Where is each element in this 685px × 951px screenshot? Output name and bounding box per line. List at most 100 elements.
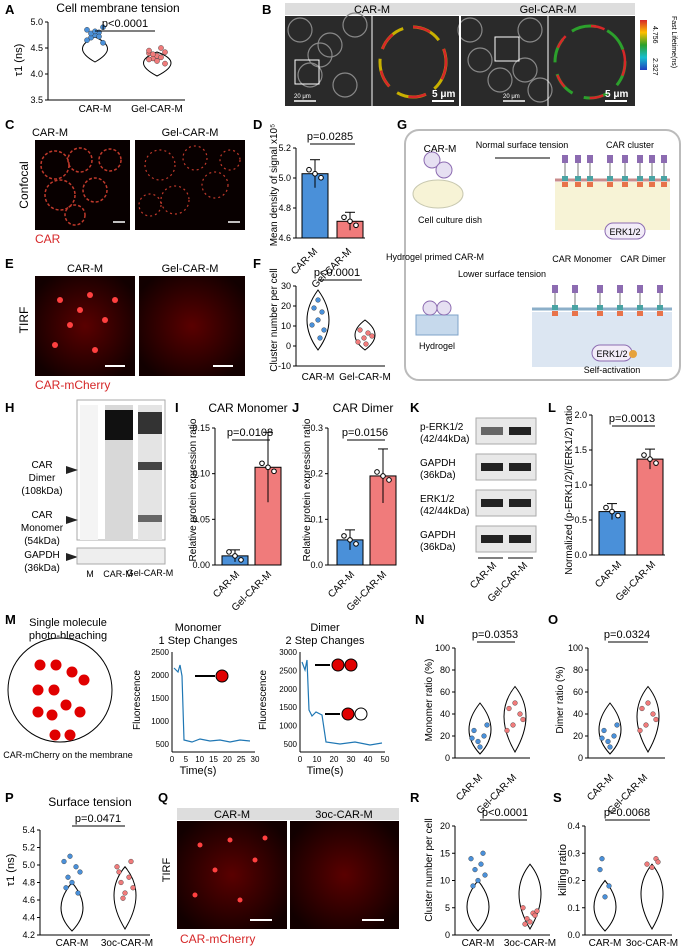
data-point xyxy=(306,166,312,173)
data-point xyxy=(647,456,653,462)
receptor-tail xyxy=(587,182,593,187)
panel-n-ylabel: Monomer ratio (%) xyxy=(424,659,435,742)
panel-letter-e: E xyxy=(5,256,14,271)
receptor-tm xyxy=(552,305,558,310)
molecule-dot xyxy=(32,684,44,696)
data-point xyxy=(468,856,474,862)
panel-l-axes: 2.0 1.5 1.0 0.5 0.0 xyxy=(574,410,665,560)
panel-e-label-2: Gel-CAR-M xyxy=(162,263,219,275)
panel-p-xlabel-1: CAR-M xyxy=(56,938,89,949)
panel-i-ylabel: Relative protein expression ratio xyxy=(188,418,199,561)
data-point xyxy=(317,335,323,341)
panel-m-dimer-title: Dimer xyxy=(310,622,340,634)
cell-outline xyxy=(317,32,343,58)
band xyxy=(481,463,503,471)
data-point xyxy=(644,861,650,867)
panel-b-zoom-box xyxy=(294,59,320,85)
panel-e-caption: CAR-mCherry xyxy=(35,378,110,392)
panel-letter-g: G xyxy=(397,117,407,132)
receptor-head xyxy=(607,155,613,163)
x-tick-label: 30 xyxy=(251,755,260,764)
receptor-head xyxy=(575,155,581,163)
panel-p-axes: 5.4 5.2 5.0 4.8 4.6 4.4 4.2 xyxy=(22,825,150,940)
receptor-tm xyxy=(587,176,593,181)
data-point xyxy=(606,883,612,889)
receptor-tm xyxy=(562,176,568,181)
data-point xyxy=(470,883,476,889)
y-tick-label: 1000 xyxy=(279,722,297,731)
panel-a-ylabel: τ1 (ns) xyxy=(13,44,25,76)
data-point xyxy=(312,170,318,177)
y-tick-label: 40 xyxy=(440,709,450,719)
panel-g-dish: Cell culture dish xyxy=(418,215,482,225)
y-tick-label: 60 xyxy=(440,687,450,697)
data-point xyxy=(158,45,164,51)
y-tick-label: 1500 xyxy=(279,703,297,712)
cell-ring xyxy=(182,145,208,171)
y-tick-label: 4.8 xyxy=(22,878,35,888)
panel-i-pvalue: p=0.0108 xyxy=(227,427,273,439)
data-point xyxy=(615,512,621,519)
data-point xyxy=(318,174,324,181)
data-point xyxy=(504,727,510,734)
y-tick-label: 5.4 xyxy=(22,825,35,835)
data-point xyxy=(341,214,347,221)
membrane-circle-icon xyxy=(7,637,113,743)
y-tick-label: 40 xyxy=(573,709,583,719)
data-point xyxy=(520,905,526,911)
trace-dimer xyxy=(301,659,383,746)
panel-m-ylabel-2: Fluorescence xyxy=(258,670,269,730)
y-tick-label: 1500 xyxy=(151,694,169,703)
violin xyxy=(503,685,527,753)
data-point xyxy=(653,460,659,466)
band xyxy=(509,463,531,471)
panel-o-pvalue: p=0.0324 xyxy=(604,629,650,641)
y-tick-label: 0.1 xyxy=(567,903,580,913)
data-point xyxy=(122,890,128,896)
panel-m-xlabel-1: Time(s) xyxy=(180,765,217,777)
panel-q-caption: CAR-mCherry xyxy=(180,932,255,946)
y-tick-label: 0.2 xyxy=(567,876,580,886)
panel-j-title: CAR Dimer xyxy=(333,401,394,415)
receptor-tm xyxy=(622,176,628,181)
molecule-dot xyxy=(60,699,72,711)
fluorescent-spot xyxy=(92,347,98,353)
y-tick-label: 4.4 xyxy=(22,913,35,923)
fluorescent-spot xyxy=(192,892,198,898)
data-point xyxy=(532,912,538,918)
y-tick-label: 1.0 xyxy=(574,480,587,490)
data-point xyxy=(100,40,106,46)
y-tick-label: 5.0 xyxy=(22,860,35,870)
data-point xyxy=(65,874,71,880)
panel-b-membrane-ring xyxy=(378,25,448,99)
panel-g-lower-tension: Lower surface tension xyxy=(458,269,546,279)
y-tick-label: 0 xyxy=(286,341,291,351)
panel-b-cbar-title: Fast Lifetime(ns) xyxy=(670,16,677,68)
panel-letter-q: Q xyxy=(158,790,168,805)
panel-r-xlabel-1: CAR-M xyxy=(462,938,495,949)
fluorescent-spot xyxy=(112,297,118,303)
x-tick-label: 25 xyxy=(237,755,246,764)
panel-g-car-cluster: CAR cluster xyxy=(606,140,654,150)
data-point xyxy=(100,24,106,31)
panel-k-bands xyxy=(475,417,537,553)
violin xyxy=(468,702,492,755)
cell-outline xyxy=(467,47,493,73)
panel-g-erk-top-label: ERK1/2 xyxy=(609,227,640,237)
data-point xyxy=(75,890,81,896)
panel-j-ylabel: Relative protein expression ratio xyxy=(302,418,313,561)
data-point xyxy=(311,305,317,311)
data-point xyxy=(605,738,611,745)
panel-q-label-1: CAR-M xyxy=(214,809,250,821)
data-point xyxy=(63,885,69,891)
panel-g-erk-bottom-label: ERK1/2 xyxy=(596,349,627,359)
band xyxy=(481,427,503,435)
data-point xyxy=(653,716,659,723)
molecule-dot xyxy=(32,706,44,718)
panel-i-title: CAR Monomer xyxy=(208,401,287,415)
panel-e-image-2 xyxy=(139,276,245,376)
panel-j-axes: 0.3 0.2 0.1 0.0 xyxy=(310,423,397,570)
data-point xyxy=(599,735,605,741)
receptor-tm xyxy=(617,305,623,310)
